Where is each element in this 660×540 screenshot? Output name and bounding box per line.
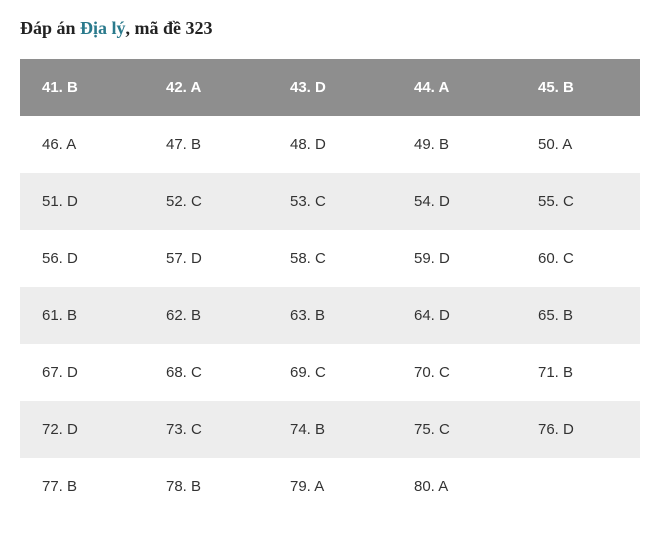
table-cell: 76. D: [516, 401, 640, 458]
table-cell: 49. B: [392, 116, 516, 173]
answer-table: 41. B 42. A 43. D 44. A 45. B 46. A 47. …: [20, 59, 640, 515]
table-cell: 46. A: [20, 116, 144, 173]
table-cell: 57. D: [144, 230, 268, 287]
table-cell: 79. A: [268, 458, 392, 515]
table-cell: 47. B: [144, 116, 268, 173]
table-cell: 65. B: [516, 287, 640, 344]
table-cell: 58. C: [268, 230, 392, 287]
table-cell: 62. B: [144, 287, 268, 344]
table-cell: 68. C: [144, 344, 268, 401]
table-cell: 63. B: [268, 287, 392, 344]
title-suffix: , mã đề 323: [126, 18, 213, 38]
table-cell: 60. C: [516, 230, 640, 287]
table-cell: 55. C: [516, 173, 640, 230]
title-prefix: Đáp án: [20, 18, 80, 38]
table-row: 61. B 62. B 63. B 64. D 65. B: [20, 287, 640, 344]
table-cell: 80. A: [392, 458, 516, 515]
page-title: Đáp án Địa lý, mã đề 323: [20, 18, 640, 39]
table-header-cell: 41. B: [20, 59, 144, 116]
table-cell: 70. C: [392, 344, 516, 401]
table-header-row: 41. B 42. A 43. D 44. A 45. B: [20, 59, 640, 116]
table-row: 46. A 47. B 48. D 49. B 50. A: [20, 116, 640, 173]
table-cell: 67. D: [20, 344, 144, 401]
table-cell: 69. C: [268, 344, 392, 401]
table-cell: 48. D: [268, 116, 392, 173]
table-cell: 50. A: [516, 116, 640, 173]
title-subject-link[interactable]: Địa lý: [80, 18, 126, 38]
table-cell: 72. D: [20, 401, 144, 458]
table-cell: 52. C: [144, 173, 268, 230]
table-row: 72. D 73. C 74. B 75. C 76. D: [20, 401, 640, 458]
table-cell: 53. C: [268, 173, 392, 230]
table-cell: 56. D: [20, 230, 144, 287]
table-header-cell: 42. A: [144, 59, 268, 116]
table-cell: [516, 458, 640, 515]
table-cell: 64. D: [392, 287, 516, 344]
table-cell: 75. C: [392, 401, 516, 458]
table-header-cell: 43. D: [268, 59, 392, 116]
table-row: 56. D 57. D 58. C 59. D 60. C: [20, 230, 640, 287]
table-header-cell: 45. B: [516, 59, 640, 116]
table-cell: 54. D: [392, 173, 516, 230]
table-cell: 74. B: [268, 401, 392, 458]
table-row: 77. B 78. B 79. A 80. A: [20, 458, 640, 515]
table-cell: 51. D: [20, 173, 144, 230]
table-header-cell: 44. A: [392, 59, 516, 116]
table-cell: 71. B: [516, 344, 640, 401]
table-row: 67. D 68. C 69. C 70. C 71. B: [20, 344, 640, 401]
table-cell: 59. D: [392, 230, 516, 287]
table-cell: 61. B: [20, 287, 144, 344]
table-cell: 77. B: [20, 458, 144, 515]
table-row: 51. D 52. C 53. C 54. D 55. C: [20, 173, 640, 230]
table-cell: 78. B: [144, 458, 268, 515]
table-cell: 73. C: [144, 401, 268, 458]
